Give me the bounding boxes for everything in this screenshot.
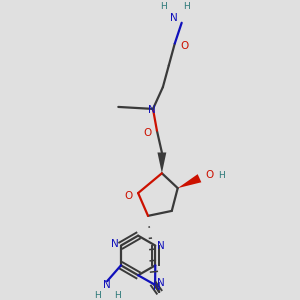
Text: H: H xyxy=(218,171,225,180)
Text: N: N xyxy=(154,282,161,292)
Text: N: N xyxy=(148,105,156,115)
Text: N: N xyxy=(103,280,111,290)
Polygon shape xyxy=(158,152,166,173)
Text: N: N xyxy=(157,241,165,250)
Text: H: H xyxy=(183,2,190,11)
Text: O: O xyxy=(143,128,151,138)
Text: O: O xyxy=(124,191,132,201)
Text: N: N xyxy=(170,13,178,23)
Text: N: N xyxy=(111,238,119,249)
Text: H: H xyxy=(94,291,101,300)
Text: O: O xyxy=(181,40,189,50)
Polygon shape xyxy=(178,174,201,188)
Text: N: N xyxy=(157,278,165,288)
Text: O: O xyxy=(205,170,214,180)
Text: H: H xyxy=(114,291,120,300)
Text: H: H xyxy=(160,2,167,11)
